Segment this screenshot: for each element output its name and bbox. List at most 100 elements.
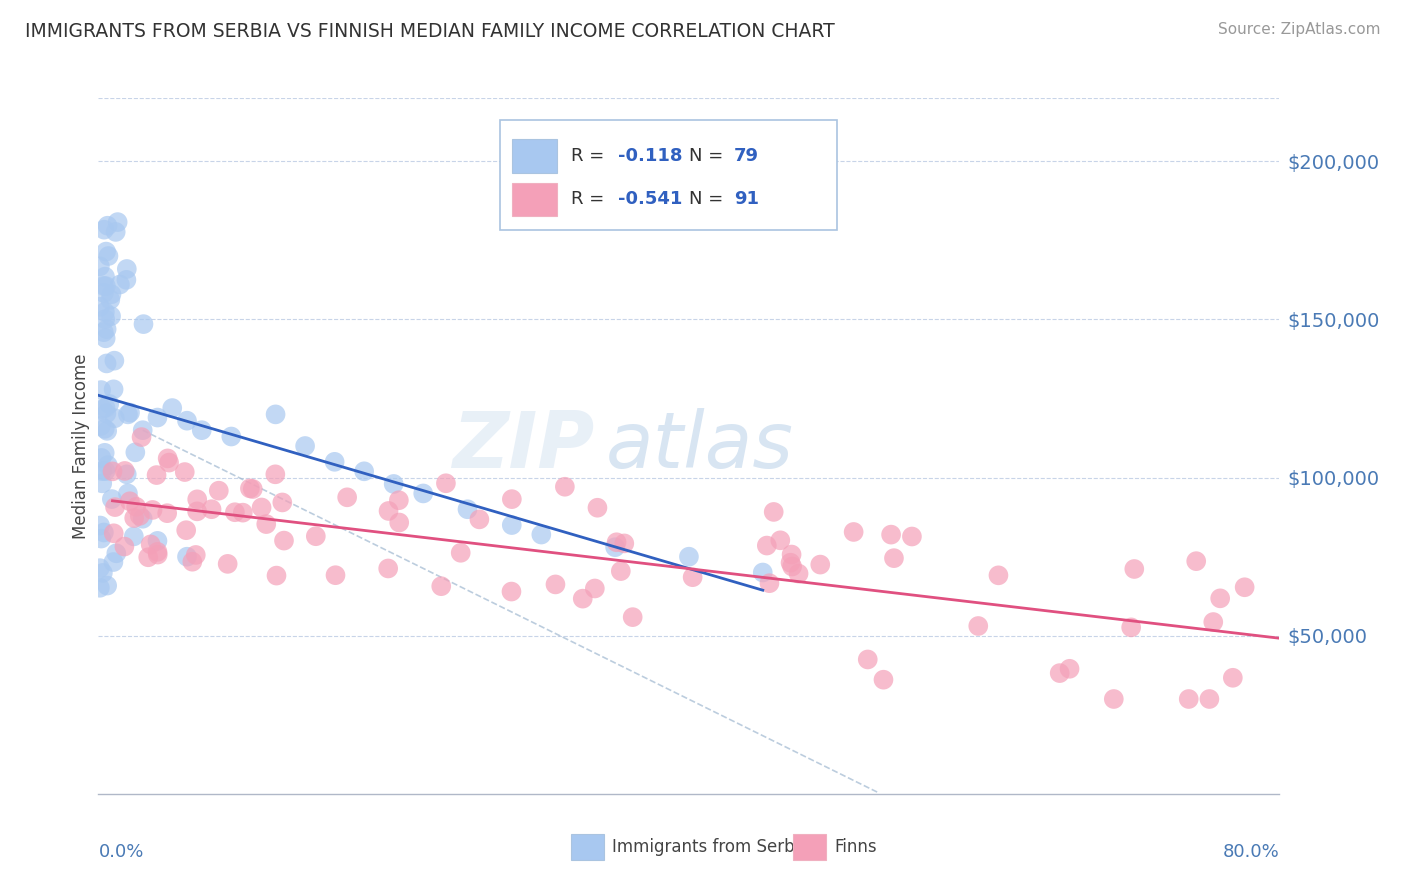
Text: 91: 91 — [734, 190, 759, 208]
Point — [271, 495, 294, 509]
Point — [186, 504, 208, 518]
Point — [856, 652, 879, 666]
Point — [530, 527, 553, 541]
Point — [103, 382, 125, 396]
Point — [103, 353, 125, 368]
Point — [181, 555, 204, 569]
Text: R =: R = — [571, 147, 610, 165]
Point — [104, 225, 127, 239]
Point — [94, 269, 117, 284]
Point — [450, 546, 472, 560]
Text: -0.118: -0.118 — [619, 147, 682, 165]
Point — [101, 492, 124, 507]
Point — [586, 500, 609, 515]
Point — [1222, 671, 1244, 685]
Point — [758, 576, 780, 591]
Point — [90, 419, 112, 434]
Point — [98, 397, 121, 411]
Point — [96, 322, 118, 336]
Point — [880, 527, 903, 541]
Point — [323, 455, 346, 469]
Point — [457, 502, 479, 516]
Point — [146, 548, 169, 562]
Point — [305, 529, 328, 543]
Point — [242, 482, 264, 496]
Point — [883, 551, 905, 566]
Text: N =: N = — [689, 190, 728, 208]
Point — [208, 483, 231, 498]
Text: 80.0%: 80.0% — [1223, 843, 1279, 861]
Point — [157, 456, 180, 470]
Point — [191, 423, 214, 437]
Point — [118, 406, 141, 420]
Point — [787, 566, 810, 581]
Point — [1233, 580, 1256, 594]
Point — [430, 579, 453, 593]
Point — [146, 533, 169, 548]
Point — [94, 422, 117, 436]
Point — [93, 285, 115, 300]
Point — [94, 279, 117, 293]
Point — [606, 535, 628, 549]
Text: 0.0%: 0.0% — [98, 843, 143, 861]
Point — [779, 556, 801, 570]
Point — [1121, 620, 1143, 634]
Point — [104, 500, 127, 514]
Point — [114, 464, 136, 478]
Point — [501, 492, 523, 507]
Point — [128, 508, 150, 523]
Point — [610, 564, 633, 578]
Point — [93, 222, 115, 236]
Point — [176, 549, 198, 564]
Point — [94, 305, 117, 319]
Point — [200, 502, 222, 516]
Point — [91, 476, 114, 491]
Point — [146, 410, 169, 425]
Point — [132, 423, 155, 437]
Point — [108, 277, 131, 292]
Point — [96, 424, 118, 438]
FancyBboxPatch shape — [512, 139, 557, 172]
Point — [583, 582, 606, 596]
Point — [254, 517, 277, 532]
Point — [93, 325, 115, 339]
Point — [90, 532, 112, 546]
Point — [100, 287, 122, 301]
Point — [90, 450, 112, 465]
Point — [872, 673, 894, 687]
Point — [94, 464, 117, 478]
Point — [769, 533, 792, 548]
Bar — [793, 833, 825, 860]
Point — [162, 401, 183, 415]
Point — [101, 464, 124, 478]
Point — [96, 356, 118, 370]
Point — [377, 561, 399, 575]
Point — [174, 523, 197, 537]
Point — [94, 331, 117, 345]
Point — [1102, 692, 1125, 706]
Point — [336, 491, 359, 505]
Point — [264, 467, 287, 482]
Point — [382, 477, 405, 491]
Point — [136, 550, 159, 565]
Point — [156, 506, 179, 520]
Point — [605, 540, 627, 554]
Point — [93, 446, 115, 460]
Text: Source: ZipAtlas.com: Source: ZipAtlas.com — [1218, 22, 1381, 37]
Point — [621, 610, 644, 624]
Point — [96, 407, 118, 421]
Bar — [571, 833, 605, 860]
Point — [752, 566, 775, 580]
Point — [100, 309, 122, 323]
Point — [755, 539, 778, 553]
Point — [294, 439, 316, 453]
Point — [571, 591, 593, 606]
Text: atlas: atlas — [606, 408, 794, 484]
Point — [682, 570, 704, 584]
Point — [132, 512, 155, 526]
Point — [97, 458, 120, 473]
Text: 79: 79 — [734, 147, 759, 165]
Point — [264, 408, 287, 422]
Point — [388, 493, 411, 508]
Point — [1059, 662, 1081, 676]
